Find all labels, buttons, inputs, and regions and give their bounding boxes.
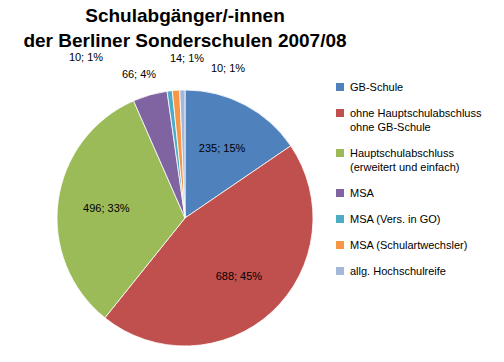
data-labels: 235; 15% 688; 45% 496; 33% 66; 4% 10; 1% 14; …	[69, 51, 262, 282]
legend-label: allg. Hochschulreife	[350, 265, 446, 277]
data-label: 688; 45%	[216, 270, 263, 282]
legend-swatch	[336, 241, 344, 249]
legend-swatch	[336, 149, 344, 157]
legend-label: Hauptschulabschluss(erweitert und einfac…	[350, 147, 459, 173]
legend-swatch	[336, 267, 344, 275]
title: Schulabgänger/-innender Berliner Sonders…	[23, 5, 346, 51]
legend-swatch	[336, 189, 344, 197]
data-label: 496; 33%	[83, 202, 130, 214]
data-label: 14; 1%	[170, 52, 204, 64]
legend-swatch	[336, 109, 344, 117]
pie	[57, 90, 313, 346]
legend-label: MSA	[350, 187, 375, 199]
data-label: 235; 15%	[199, 142, 246, 154]
chart: Schulabgänger/-innender Berliner Sonders…	[0, 0, 504, 362]
data-label: 10; 1%	[69, 51, 103, 63]
data-label: 10; 1%	[211, 62, 245, 74]
legend-label: MSA (Vers. in GO)	[350, 213, 440, 225]
legend-label: ohne Hauptschulabschlussohne GB-Schule	[350, 107, 482, 133]
legend-swatch	[336, 83, 344, 91]
legend-label: MSA (Schulartwechsler)	[350, 239, 467, 251]
pie-slice	[172, 90, 185, 218]
pie-slice	[180, 90, 185, 218]
legend-swatch	[336, 215, 344, 223]
legend: GB-Schule ohne Hauptschulabschlussohne GB…	[336, 81, 482, 277]
pie-slice	[167, 91, 185, 218]
data-label: 66; 4%	[122, 68, 156, 80]
legend-label: GB-Schule	[350, 81, 403, 93]
